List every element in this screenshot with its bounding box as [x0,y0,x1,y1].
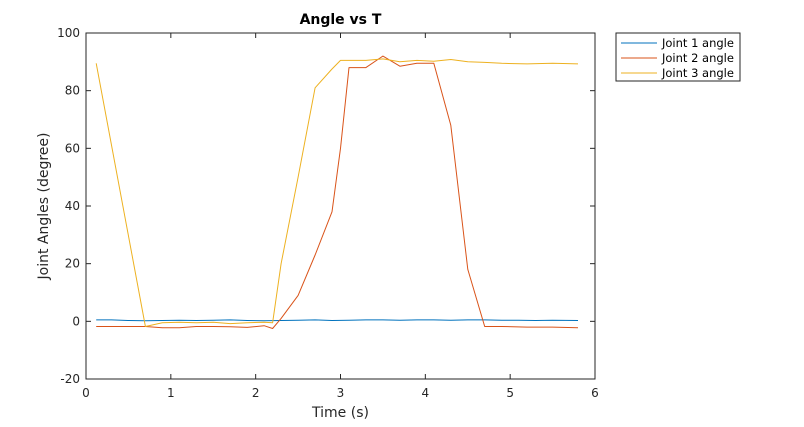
series-layer [95,55,579,329]
x-tick-label: 2 [252,386,260,400]
y-tick-label: -20 [60,372,80,386]
series-line-joint-1 [96,319,579,322]
x-tick-label: 5 [506,386,514,400]
chart-title: Angle vs T [300,12,382,28]
x-tick-label: 3 [337,386,345,400]
y-axis-label: Joint Angles (degree) [36,133,52,281]
x-tick-label: 1 [167,386,175,400]
legend-label-joint-2: Joint 2 angle [661,51,734,65]
y-tick-label: 60 [65,141,80,155]
legend-label-joint-1: Joint 1 angle [661,36,734,50]
y-tick-label: 80 [65,84,80,98]
y-tick-label: 20 [65,257,80,271]
plot-area [86,33,595,379]
y-tick-label: 100 [57,26,80,40]
series-line-joint-3 [95,58,579,327]
legend-label-joint-3: Joint 3 angle [661,66,734,80]
series-line-joint-2 [96,55,579,329]
y-tick-label: 40 [65,199,80,213]
x-tick-label: 4 [422,386,430,400]
x-tick-label: 6 [591,386,599,400]
x-axis-label: Time (s) [311,405,369,421]
x-tick-label: 0 [82,386,90,400]
y-tick-label: 0 [72,314,80,328]
